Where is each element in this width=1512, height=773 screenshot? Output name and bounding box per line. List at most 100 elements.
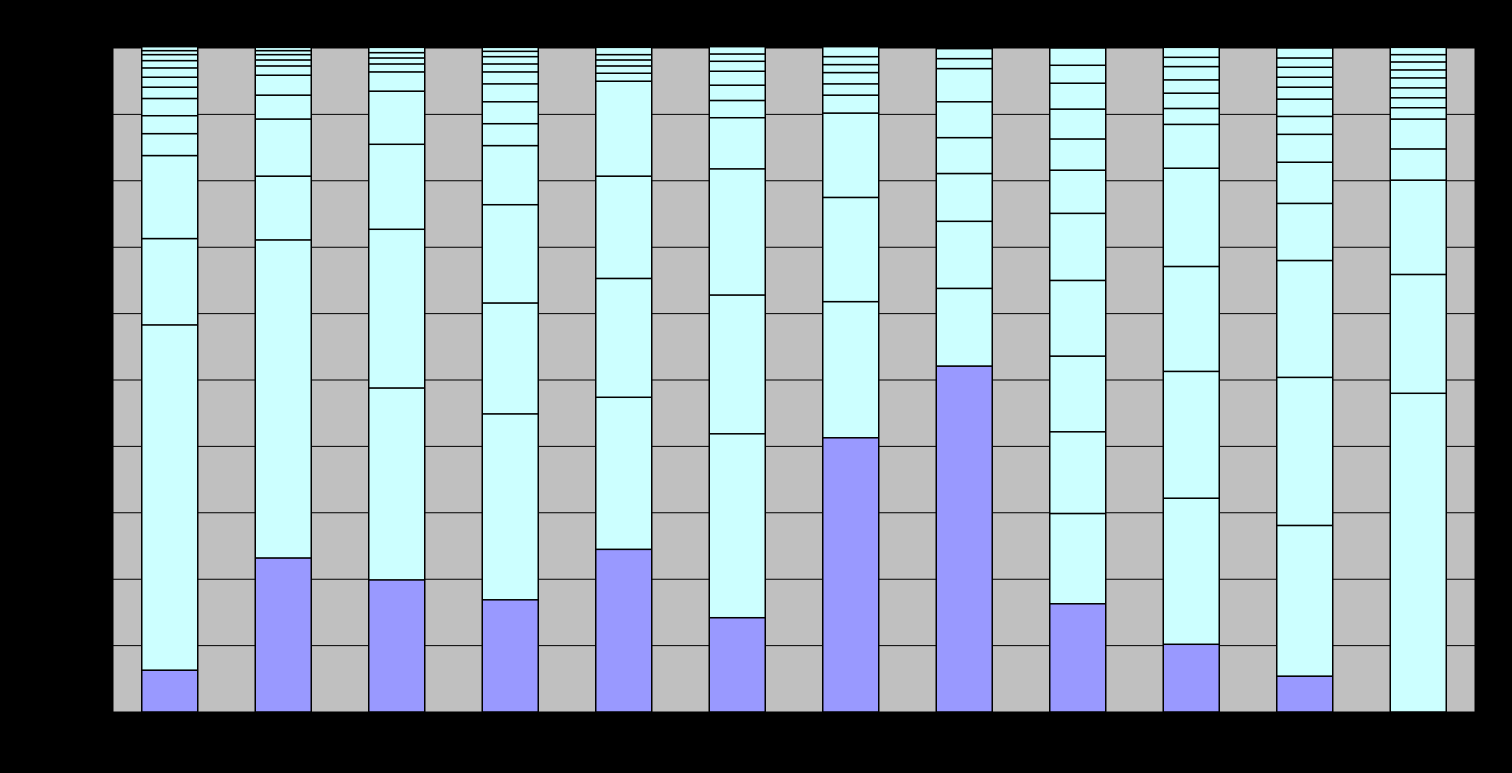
bar-segment: [1049, 603, 1107, 713]
bar-segment: [1276, 376, 1334, 527]
bar-segment: [254, 46, 312, 52]
bar-segment: [1389, 69, 1447, 79]
bar-segment: [1162, 92, 1220, 110]
y-tick-label: 100: [83, 39, 105, 54]
bar-segment: [481, 63, 539, 73]
bar-segment: [1049, 82, 1107, 110]
bar-segment: [708, 99, 766, 119]
y-tick-label: 20: [91, 571, 105, 586]
bar-segment: [1049, 355, 1107, 433]
y-tick-label: 0: [98, 703, 105, 718]
bar-segment: [935, 67, 993, 103]
bar-segment: [822, 55, 880, 66]
bar-segment: [141, 67, 199, 78]
bar-segment: [141, 76, 199, 88]
bar-segment: [254, 65, 312, 76]
bar-segment: [822, 300, 880, 439]
bar-segment: [595, 65, 653, 74]
bar-segment: [1389, 97, 1447, 109]
bar-segment: [822, 196, 880, 303]
bar-segment: [1389, 87, 1447, 99]
bar-segment: [254, 94, 312, 120]
bar-segment: [595, 396, 653, 551]
bar-segment: [1276, 161, 1334, 205]
bar-segment: [595, 175, 653, 280]
bar-segment: [1049, 47, 1107, 67]
bar-segment: [935, 172, 993, 223]
y-tick-label: 80: [91, 172, 105, 187]
bar-segment: [1162, 65, 1220, 81]
bar-segment: [822, 112, 880, 199]
bar-segment: [481, 101, 539, 125]
bar-segment: [141, 132, 199, 157]
bar-segment: [141, 59, 199, 69]
bar-segment: [935, 365, 993, 713]
bar-segment: [595, 46, 653, 56]
bar-segment: [141, 114, 199, 135]
bar-segment: [708, 70, 766, 86]
bar-segment: [708, 45, 766, 55]
bar-segment: [368, 387, 426, 581]
bar-segment: [1162, 167, 1220, 268]
bar-segment: [481, 144, 539, 206]
bar-segment: [141, 53, 199, 62]
bar-segment: [708, 53, 766, 63]
bar-segment: [1049, 512, 1107, 605]
bar-segment: [368, 57, 426, 65]
bar-segment: [708, 433, 766, 619]
bar-segment: [935, 47, 993, 60]
bar-segment: [1276, 133, 1334, 163]
bar-segment: [254, 557, 312, 713]
bar-segment: [1389, 148, 1447, 181]
bar-segment: [141, 86, 199, 100]
bar-segment: [1276, 202, 1334, 262]
bar-segment: [1389, 273, 1447, 395]
bar-segment: [708, 294, 766, 435]
bar-segment: [254, 175, 312, 241]
bar-segment: [368, 63, 426, 73]
bar-segment: [708, 60, 766, 72]
bar-segment: [254, 74, 312, 96]
bar-segment: [1276, 47, 1334, 59]
bar-segment: [368, 71, 426, 92]
bar-segment: [1162, 497, 1220, 646]
bar-segment: [1162, 123, 1220, 169]
bar-segment: [481, 71, 539, 85]
bar-segment: [368, 579, 426, 713]
bar-segment: [935, 57, 993, 70]
bar-segment: [141, 45, 199, 52]
bar-segment: [708, 84, 766, 102]
bar-segment: [1276, 98, 1334, 118]
bar-segment: [595, 277, 653, 399]
y-tick-label: 90: [91, 106, 105, 121]
bar-segment: [1276, 86, 1334, 100]
bar-segment: [481, 55, 539, 65]
bar-segment: [1276, 675, 1334, 713]
bar-segment: [481, 122, 539, 147]
bar-segment: [481, 413, 539, 601]
bar-segment: [141, 237, 199, 326]
bar-segment: [935, 287, 993, 367]
bar-segment: [1162, 46, 1220, 59]
bar-segment: [1162, 56, 1220, 68]
bar-segment: [481, 50, 539, 58]
bar-segment: [1389, 118, 1447, 150]
y-tick-label: 50: [91, 371, 105, 386]
y-tick-label: 30: [91, 504, 105, 519]
bar-segment: [1389, 77, 1447, 89]
bar-segment: [595, 72, 653, 82]
y-tick-label: 60: [91, 305, 105, 320]
bar-segment: [1162, 643, 1220, 713]
bar-segment: [595, 59, 653, 67]
bar-segment: [1389, 107, 1447, 120]
bar-segment: [822, 71, 880, 85]
bar-segment: [1162, 107, 1220, 126]
bar-segment: [141, 324, 199, 671]
y-tick-label: 10: [91, 637, 105, 652]
bar-segment: [1389, 392, 1447, 713]
bar-segment: [1049, 431, 1107, 515]
bar-segment: [254, 239, 312, 559]
bar-segment: [481, 203, 539, 304]
bar-segment: [1276, 524, 1334, 677]
